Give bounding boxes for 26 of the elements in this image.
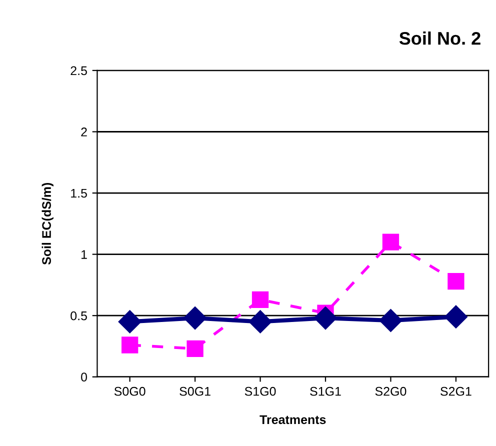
y-tick-label: 2 (81, 128, 87, 136)
x-axis-title: Treatments (260, 415, 326, 424)
x-tick-label: S2G0 (375, 386, 406, 396)
point (314, 306, 337, 330)
x-tick-label: S0G0 (114, 386, 146, 396)
point (382, 234, 400, 250)
point (118, 310, 142, 334)
point (252, 291, 269, 308)
chart-title: Soil No. 2 (399, 32, 480, 45)
y-tick-label: 1 (81, 250, 87, 259)
point (186, 340, 204, 358)
x-tick-label: S1G1 (310, 386, 341, 396)
y-tick-label: 0.5 (70, 311, 87, 320)
point (448, 272, 464, 290)
x-tick-label: S1G0 (244, 386, 276, 396)
y-tick-label: 2.5 (70, 66, 87, 76)
y-axis-title: Soil EC(dS/m) (42, 182, 54, 265)
point (121, 336, 138, 354)
x-tick-label: S0G1 (180, 386, 210, 396)
y-tick-label: 1.5 (71, 188, 87, 198)
point (444, 305, 468, 328)
point (379, 308, 402, 332)
point (248, 310, 272, 334)
y-tick-label: 0 (81, 372, 88, 382)
x-tick-label: S2G1 (440, 386, 472, 396)
point (184, 306, 207, 330)
